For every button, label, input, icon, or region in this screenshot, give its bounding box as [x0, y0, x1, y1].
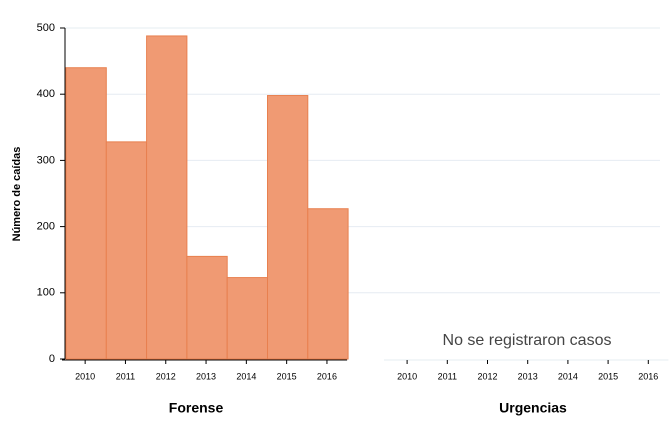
bar — [307, 208, 349, 360]
x-tick-label: 2014 — [236, 371, 256, 381]
y-tick-label: 100 — [37, 287, 55, 299]
y-tick-label: 300 — [37, 154, 55, 166]
bar — [226, 277, 268, 360]
x-tick-label: 2015 — [277, 371, 297, 381]
x-axis-label: Urgencias — [499, 400, 567, 416]
x-tick-label: 2014 — [558, 371, 578, 381]
bar — [186, 255, 228, 360]
y-tick-label: 500 — [37, 22, 55, 34]
y-tick-label: 400 — [37, 88, 55, 100]
y-axis-label: Número de caídas — [11, 147, 23, 242]
x-tick-label: 2010 — [397, 371, 417, 381]
x-tick-label: 2012 — [156, 371, 176, 381]
x-tick-label: 2012 — [477, 371, 497, 381]
x-tick-label: 2015 — [598, 371, 618, 381]
x-tick-label: 2016 — [638, 371, 658, 381]
bar — [65, 67, 107, 360]
annotation: No se registraron casos — [443, 332, 612, 349]
bar — [146, 35, 188, 360]
x-axis-label: Forense — [169, 400, 224, 416]
x-tick-label: 2013 — [196, 371, 216, 381]
x-tick-label: 2011 — [116, 371, 135, 381]
x-tick-label: 2010 — [75, 371, 95, 381]
y-tick-label: 0 — [49, 353, 55, 365]
y-tick-label: 200 — [37, 221, 55, 233]
bar — [105, 141, 148, 360]
x-tick-label: 2016 — [317, 371, 337, 381]
x-tick-label: 2011 — [438, 371, 457, 381]
bar — [267, 95, 309, 360]
x-tick-label: 2013 — [518, 371, 538, 381]
